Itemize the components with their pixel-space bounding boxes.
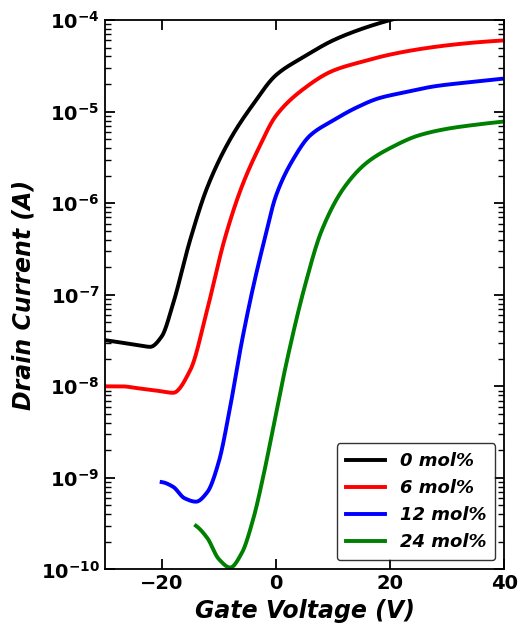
- 0 mol%: [416, 9, 423, 16]
- 0 mol%: [147, 343, 153, 351]
- 24 mol%: [492, 119, 499, 126]
- 12 mol%: [325, 119, 332, 127]
- Line: 12 mol%: 12 mol%: [162, 79, 504, 501]
- 24 mol%: [492, 119, 499, 126]
- Legend: 0 mol%, 6 mol%, 12 mol%, 24 mol%: 0 mol%, 6 mol%, 12 mol%, 24 mol%: [336, 443, 495, 560]
- 6 mol%: [296, 89, 303, 96]
- Line: 0 mol%: 0 mol%: [105, 0, 504, 347]
- Line: 6 mol%: 6 mol%: [105, 41, 504, 393]
- 12 mol%: [501, 75, 507, 82]
- 24 mol%: [335, 193, 341, 201]
- 12 mol%: [316, 125, 323, 133]
- 6 mol%: [490, 37, 496, 45]
- 0 mol%: [102, 336, 108, 344]
- 6 mol%: [285, 98, 291, 105]
- 6 mol%: [490, 37, 496, 45]
- 24 mol%: [343, 181, 349, 189]
- X-axis label: Gate Voltage (V): Gate Voltage (V): [195, 599, 414, 623]
- 0 mol%: [122, 339, 128, 347]
- 0 mol%: [285, 62, 291, 70]
- 24 mol%: [208, 542, 215, 550]
- 6 mol%: [122, 383, 128, 391]
- 12 mol%: [491, 75, 498, 83]
- 6 mol%: [501, 37, 507, 44]
- Line: 24 mol%: 24 mol%: [196, 122, 504, 567]
- 12 mol%: [193, 498, 199, 505]
- 6 mol%: [102, 382, 108, 390]
- 12 mol%: [176, 489, 183, 497]
- 12 mol%: [159, 478, 165, 486]
- 12 mol%: [428, 83, 435, 91]
- 24 mol%: [193, 522, 199, 529]
- Y-axis label: Drain Current (A): Drain Current (A): [11, 179, 35, 410]
- 12 mol%: [491, 75, 498, 83]
- 24 mol%: [227, 564, 233, 571]
- 0 mol%: [296, 56, 303, 63]
- 24 mol%: [501, 118, 507, 126]
- 6 mol%: [416, 45, 423, 53]
- 6 mol%: [170, 389, 176, 397]
- 24 mol%: [436, 127, 442, 134]
